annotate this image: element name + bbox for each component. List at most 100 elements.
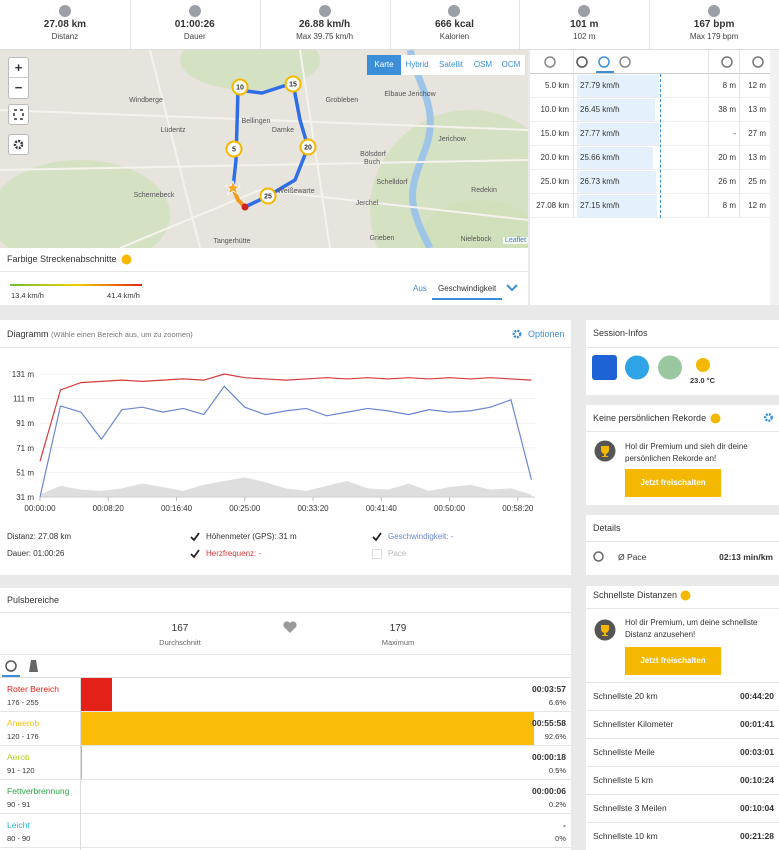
chart-options[interactable]: Optionen: [528, 329, 565, 339]
divider: [389, 0, 391, 50]
stat-label: Max 179 bpm: [689, 32, 739, 41]
gear-icon: [13, 139, 24, 150]
zone-range: 90 - 91: [7, 800, 31, 809]
segments-option[interactable]: Geschwindigkeit: [432, 284, 503, 300]
split-bar: [577, 195, 658, 217]
km-marker: [284, 75, 302, 93]
y-tick-label: 91 m: [16, 419, 34, 428]
icon-shape: [680, 590, 691, 601]
zone-time: -: [563, 820, 566, 830]
checkbox: [190, 549, 200, 559]
place-label: Lüdentz: [161, 127, 186, 134]
header-underline: [596, 71, 614, 73]
km-marker: [231, 78, 249, 96]
fastest-time: 00:10:04: [739, 803, 774, 813]
pulse-card: Pulsbereiche 167 Durchschnitt 179 Maximum Rot…: [0, 588, 571, 850]
layer-button[interactable]: OSM: [469, 55, 497, 75]
split-bar: [577, 75, 659, 97]
layer-button[interactable]: Karte: [367, 55, 401, 75]
icon-shape: [13, 139, 24, 150]
row-line: [530, 193, 770, 194]
segments-option[interactable]: Aus: [413, 284, 427, 293]
chart-info: Dauer: 01:00:26: [7, 549, 65, 558]
icon-shape: [121, 254, 132, 265]
separator: [0, 677, 571, 678]
split-distance: 20.0 km: [540, 153, 569, 162]
legend-entry[interactable]: Herzfrequenz: -: [206, 549, 262, 558]
records-text: Hol dir Premium und sieh dir deine persö…: [625, 442, 748, 463]
surface-icon: [658, 355, 682, 380]
zoom-in[interactable]: +: [9, 58, 28, 78]
zone-time: 00:00:18: [531, 752, 566, 762]
header-line: [530, 73, 770, 74]
zone-bar: [80, 678, 113, 711]
session-card: Session-Infos 23.0 °C: [586, 320, 779, 395]
separator: [586, 541, 779, 542]
place-label: Windberge: [129, 97, 163, 104]
session-title: Session-Infos: [593, 328, 648, 338]
icon-shape: [601, 446, 609, 457]
zone-percent: 92.6%: [544, 732, 566, 741]
legend-entry[interactable]: Pace: [388, 549, 407, 558]
layer-button[interactable]: Satellit: [433, 55, 469, 75]
header-icon: [576, 56, 588, 68]
details-card: Details Ø Pace 02:13 min/km: [586, 515, 779, 575]
layer-button[interactable]: Hybrid: [401, 55, 433, 75]
trophy-icon: [594, 440, 616, 462]
separator: [0, 654, 571, 655]
row-line: [530, 145, 770, 146]
map-attribution[interactable]: Leaflet: [503, 237, 529, 244]
zone-range: 91 - 120: [7, 766, 35, 775]
fastest-label: Schnellste 3 Meilen: [593, 803, 667, 813]
pace-icon: [593, 551, 604, 562]
road: [0, 159, 528, 171]
split-speed: 27.77 km/h: [580, 129, 620, 138]
pulse-max-label: Maximum: [381, 638, 415, 647]
row-line: [586, 766, 779, 767]
split-speed: 26.73 km/h: [580, 177, 620, 186]
splits-header: [544, 56, 764, 68]
unlock-button[interactable]: Jetzt freischalten: [625, 469, 721, 497]
icon-shape: [58, 5, 71, 17]
split-speed: 27.79 km/h: [580, 81, 620, 90]
separator: [0, 49, 779, 50]
tab-icon: [29, 660, 38, 672]
map-settings-button[interactable]: [8, 134, 29, 155]
place-label: Buch: [364, 159, 380, 166]
row-line: [0, 711, 571, 712]
stat-value: 01:00:26: [174, 19, 215, 30]
stat-label: Max 39.75 km/h: [296, 32, 354, 41]
row-line: [0, 847, 571, 848]
zone-bar: [80, 746, 83, 779]
scrollbar: [770, 50, 779, 305]
divider: [129, 0, 131, 50]
fastest-label: Schnellste 20 km: [593, 691, 658, 701]
chart-subtitle: (Wähle einen Bereich aus, um zu zoomen): [51, 330, 193, 339]
zoom-out[interactable]: −: [14, 80, 23, 95]
split-speed: 26.45 km/h: [580, 105, 620, 114]
zone-range: 120 - 176: [7, 732, 39, 741]
separator: [586, 608, 779, 609]
legend-entry[interactable]: Geschwindigkeit: -: [388, 532, 454, 541]
fastest-title: Schnellste Distanzen: [593, 590, 678, 600]
separator: [0, 612, 571, 613]
fastest-label: Schnellste Meile: [593, 747, 655, 757]
forest: [420, 200, 528, 248]
fullscreen-button[interactable]: [8, 104, 29, 125]
x-tick-label: 00:41:40: [366, 504, 398, 513]
km-marker: [299, 138, 317, 156]
row-line: [0, 745, 571, 746]
split-bar: [577, 99, 656, 121]
unlock-button[interactable]: Jetzt freischalten: [625, 647, 721, 675]
layer-button[interactable]: OCM: [497, 55, 525, 75]
session-icons: [592, 355, 710, 380]
fastest-time: 00:01:41: [739, 719, 774, 729]
tab-underline[interactable]: [2, 675, 20, 677]
icon-shape: [13, 109, 24, 120]
legend-entry[interactable]: Höhenmeter (GPS): 31 m: [206, 532, 297, 541]
km-marker-label: 5: [232, 147, 236, 154]
zoom-control: + −: [8, 57, 29, 99]
forest: [0, 160, 170, 248]
place-label: Schernebeck: [134, 192, 175, 199]
fastest-label: Schnellste 5 km: [593, 775, 653, 785]
